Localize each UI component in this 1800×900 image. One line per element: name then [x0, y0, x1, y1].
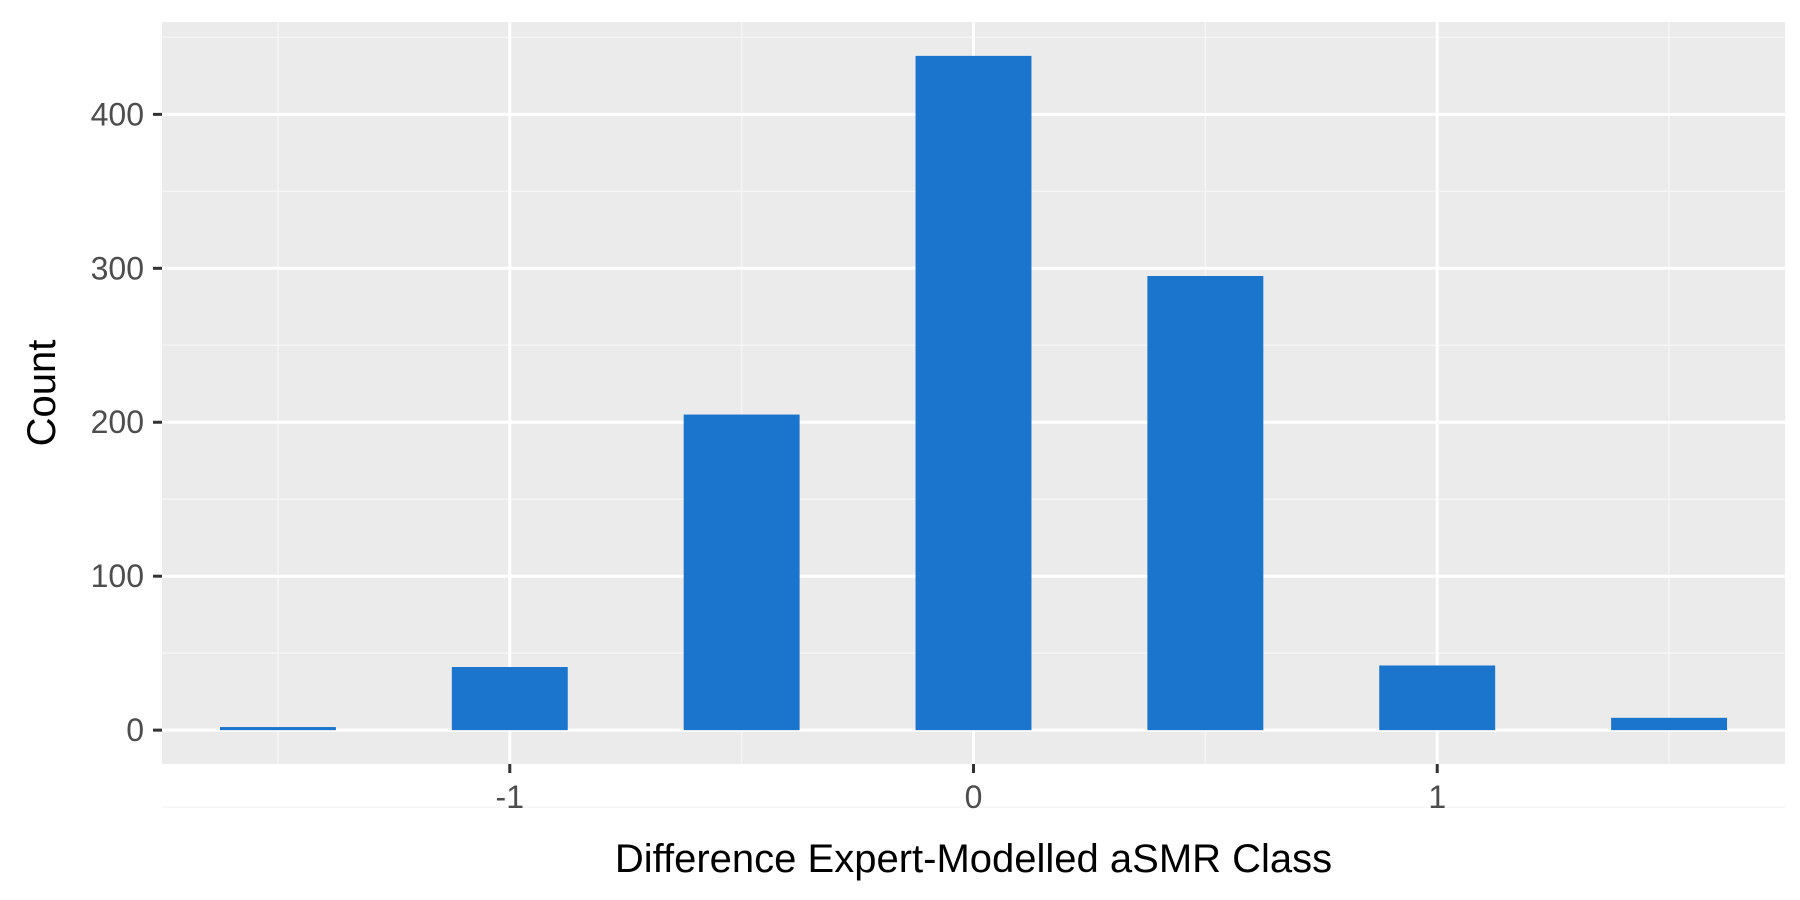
- bars: [219, 55, 1728, 731]
- bar: [1611, 717, 1728, 731]
- x-tick-label: -1: [496, 779, 524, 815]
- x-tick-label: 0: [965, 779, 983, 815]
- y-tick-label: 100: [91, 558, 144, 594]
- bar: [1147, 276, 1264, 731]
- y-axis: 0 100 200 300 400: [91, 96, 162, 748]
- x-axis: -1 0 1: [496, 764, 1446, 815]
- bar: [1379, 665, 1496, 731]
- y-tick-label: 0: [126, 712, 144, 748]
- bar: [451, 667, 568, 731]
- y-tick-label: 200: [91, 404, 144, 440]
- bar: [915, 55, 1032, 731]
- y-tick-label: 300: [91, 250, 144, 286]
- x-tick-label: 1: [1428, 779, 1446, 815]
- x-axis-title: Difference Expert-Modelled aSMR Class: [615, 837, 1332, 881]
- y-axis-title: Count: [20, 340, 64, 447]
- y-tick-label: 400: [91, 96, 144, 132]
- bar: [683, 414, 800, 731]
- bar: [219, 727, 336, 731]
